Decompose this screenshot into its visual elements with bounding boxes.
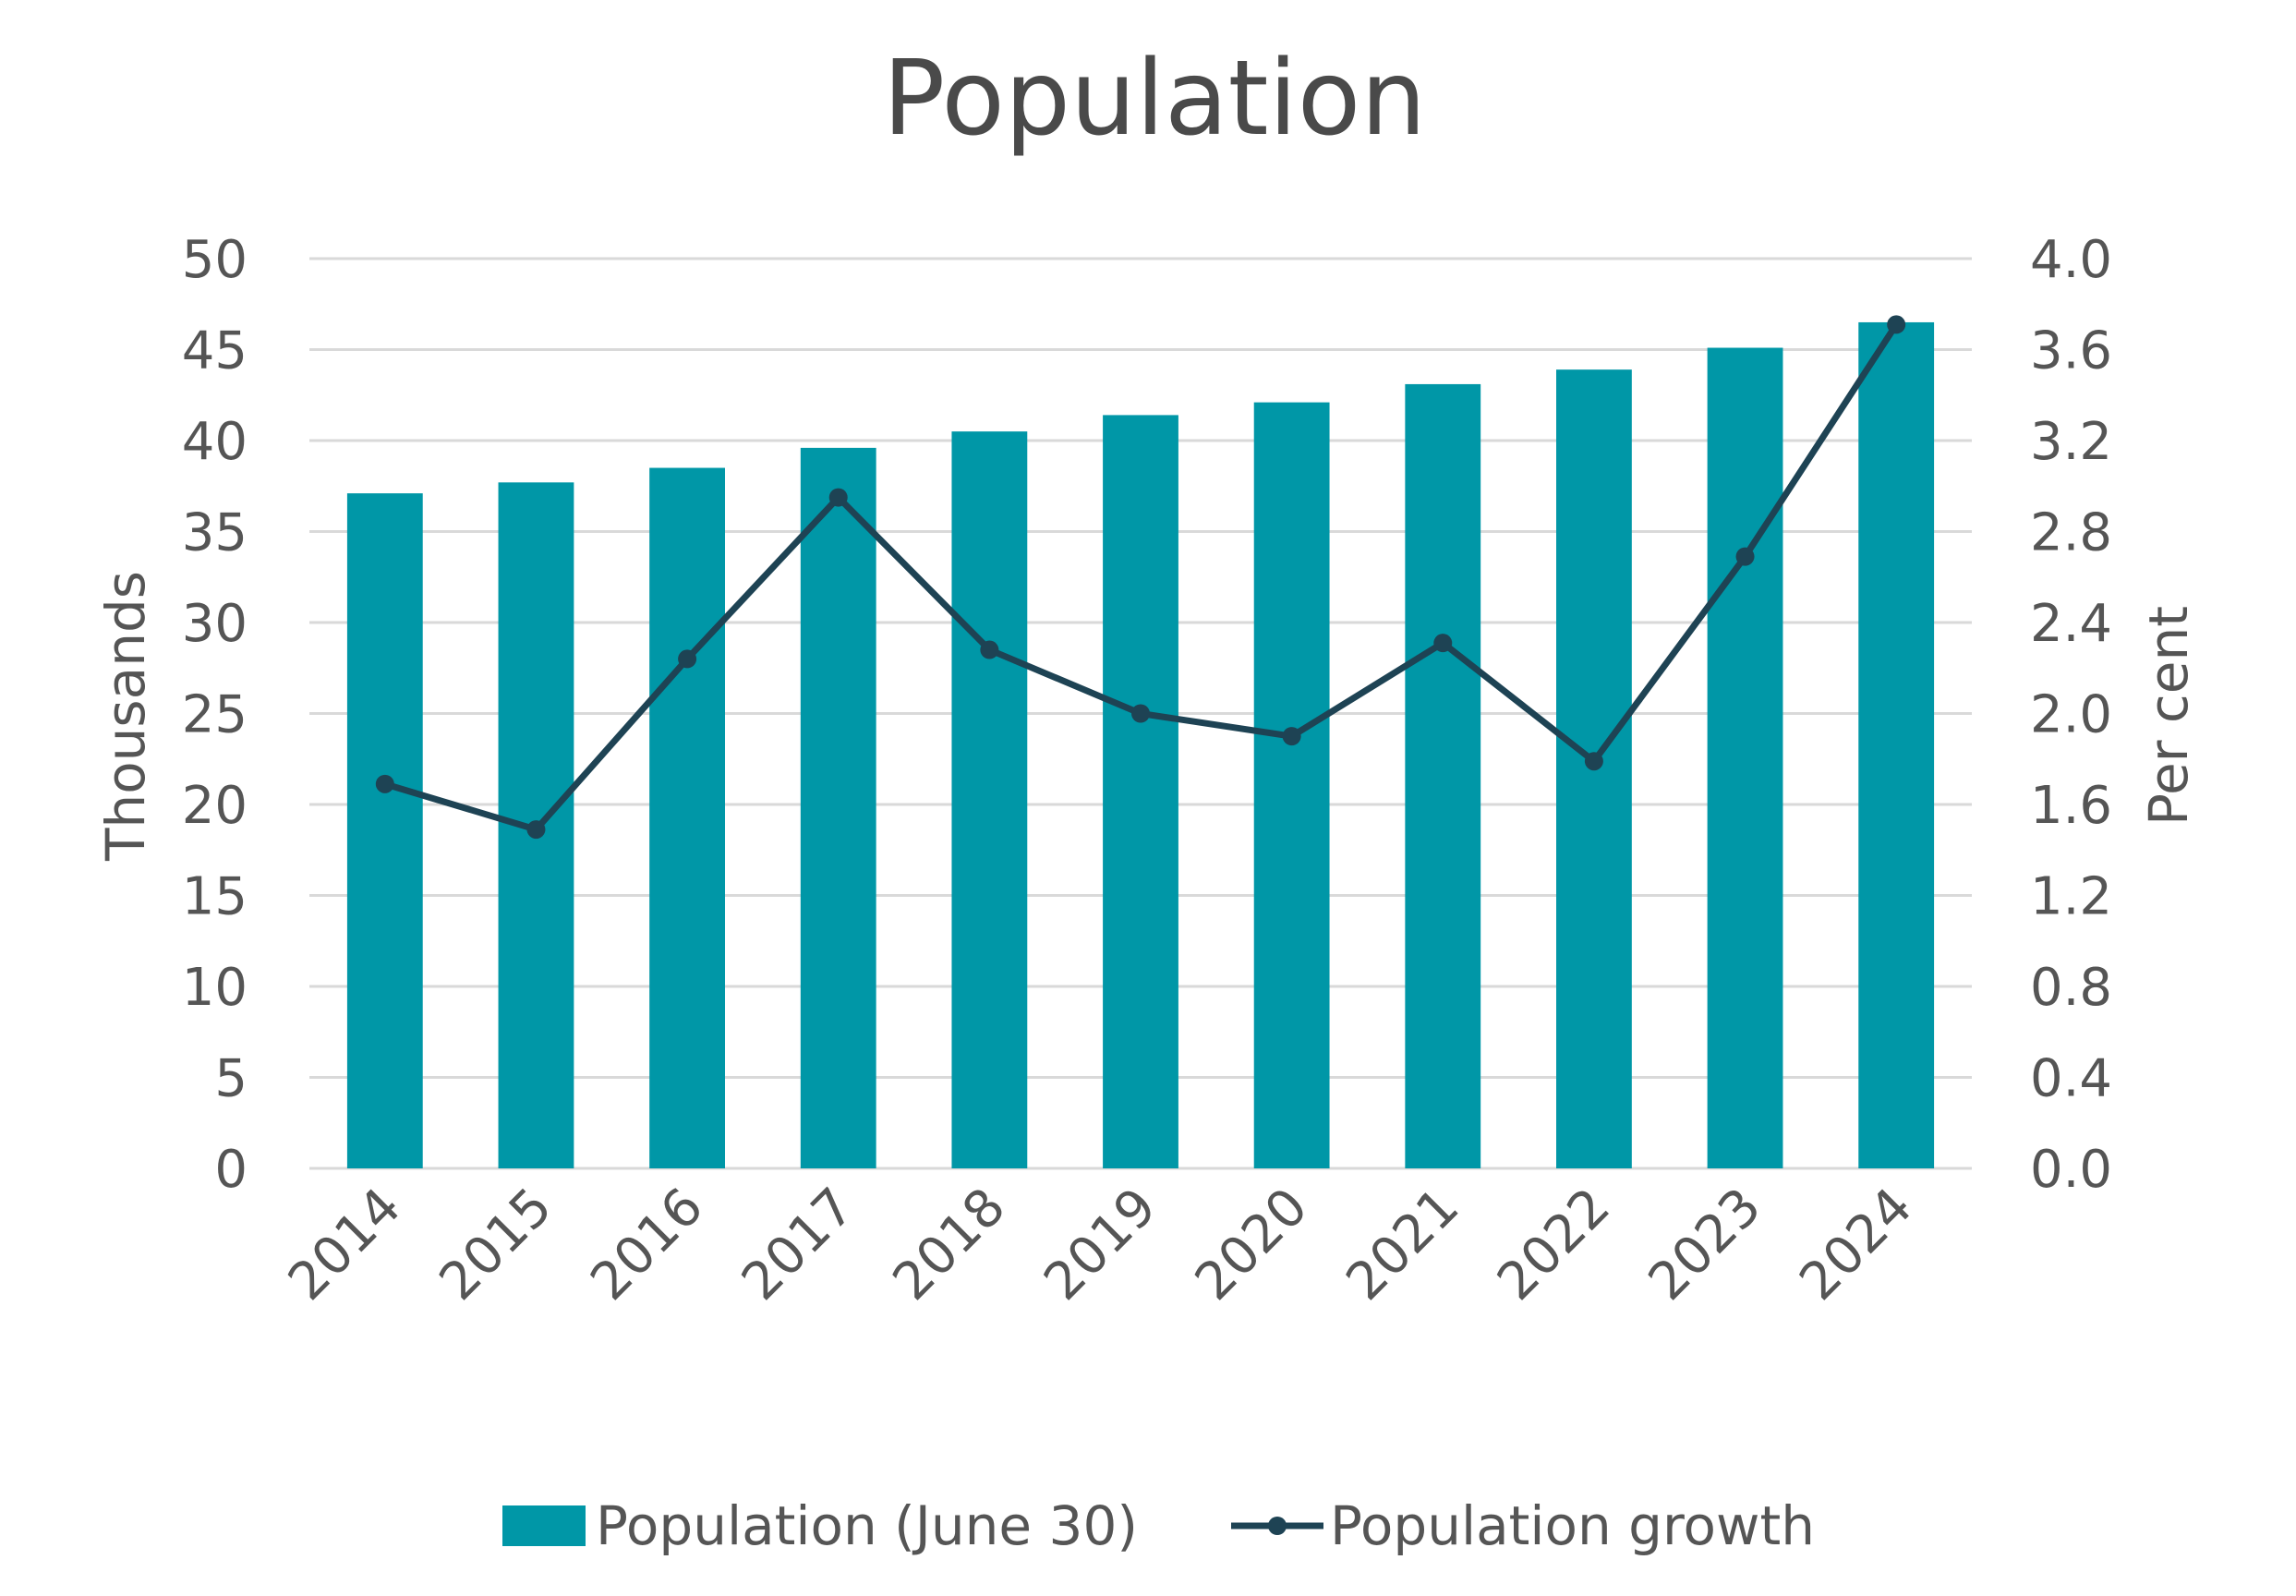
x-tick-label: 2018	[882, 1177, 1018, 1312]
growth-line	[375, 315, 1906, 840]
right-tick-label: 3.6	[2030, 321, 2112, 381]
bar-2023	[1707, 347, 1783, 1168]
bar-2018	[951, 431, 1028, 1168]
right-tick-label: 3.2	[2030, 412, 2112, 472]
right-axis-label: Per cent	[2137, 606, 2200, 826]
growth-point-2015	[526, 820, 546, 840]
x-tick-label: 2015	[429, 1177, 564, 1312]
x-tick-label: 2023	[1637, 1177, 1773, 1312]
left-tick-label: 15	[182, 867, 248, 927]
right-tick-label: 1.2	[2030, 867, 2112, 927]
growth-point-2019	[1131, 704, 1150, 723]
chart-title: Population	[883, 39, 1426, 159]
right-tick-label: 0.8	[2030, 958, 2112, 1018]
x-tick-label: 2020	[1184, 1177, 1320, 1312]
x-tick-label: 2014	[277, 1177, 413, 1312]
right-tick-label: 2.8	[2030, 503, 2112, 563]
growth-point-2017	[828, 488, 848, 507]
legend-swatch-growth-marker	[1268, 1517, 1287, 1535]
left-tick-label: 30	[182, 594, 248, 654]
bar-2019	[1103, 415, 1178, 1168]
right-tick-label: 1.6	[2030, 776, 2112, 836]
right-tick-label: 2.0	[2030, 685, 2112, 745]
bar-2017	[800, 447, 876, 1168]
growth-point-2023	[1735, 547, 1755, 566]
x-tick-label: 2021	[1335, 1177, 1470, 1312]
growth-point-2016	[678, 649, 697, 669]
left-tick-label: 50	[182, 230, 248, 290]
left-tick-label: 20	[182, 776, 248, 836]
x-tick-label: 2022	[1486, 1177, 1622, 1312]
x-tick-label: 2019	[1033, 1177, 1168, 1312]
bar-2024	[1858, 321, 1935, 1168]
legend-label-growth: Population growth	[1330, 1494, 1815, 1557]
bar-2020	[1253, 402, 1330, 1168]
legend-label-population: Population (June 30)	[596, 1494, 1138, 1557]
growth-point-2018	[980, 640, 999, 659]
right-axis-ticks: 0.0 0.4 0.8 1.2 1.6 2.0 2.4 2.8 3.2 3.6 4.0	[2030, 230, 2112, 1200]
growth-point-2020	[1282, 727, 1301, 746]
x-tick-label: 2024	[1788, 1177, 1924, 1312]
legend: Population (June 30) Population growth	[502, 1494, 1815, 1557]
bars	[346, 321, 1935, 1168]
x-axis-ticks: 2014 2015 2016 2017 2018 2019 2020 2021 2022 2023…	[277, 1177, 1924, 1312]
growth-point-2021	[1433, 634, 1453, 653]
left-tick-label: 10	[182, 958, 248, 1018]
bar-2021	[1405, 383, 1481, 1168]
bar-2016	[649, 467, 725, 1168]
right-tick-label: 0.4	[2030, 1049, 2112, 1109]
left-axis-ticks: 0 5 10 15 20 25 30 35 40 45 50	[182, 230, 248, 1200]
left-axis-label: Thousands	[94, 571, 157, 862]
x-tick-label: 2016	[579, 1177, 715, 1312]
left-tick-label: 5	[214, 1049, 248, 1109]
left-tick-label: 40	[182, 412, 248, 472]
left-tick-label: 0	[214, 1140, 248, 1200]
legend-swatch-population	[502, 1505, 586, 1546]
growth-point-2022	[1584, 752, 1603, 771]
right-tick-label: 4.0	[2030, 230, 2112, 290]
left-tick-label: 45	[182, 321, 248, 381]
right-tick-label: 0.0	[2030, 1140, 2112, 1200]
bar-2014	[346, 493, 423, 1168]
x-tick-label: 2017	[731, 1177, 866, 1312]
left-tick-label: 25	[182, 685, 248, 745]
right-tick-label: 2.4	[2030, 594, 2112, 654]
growth-point-2014	[375, 774, 394, 793]
left-tick-label: 35	[182, 503, 248, 563]
growth-point-2024	[1887, 315, 1906, 334]
